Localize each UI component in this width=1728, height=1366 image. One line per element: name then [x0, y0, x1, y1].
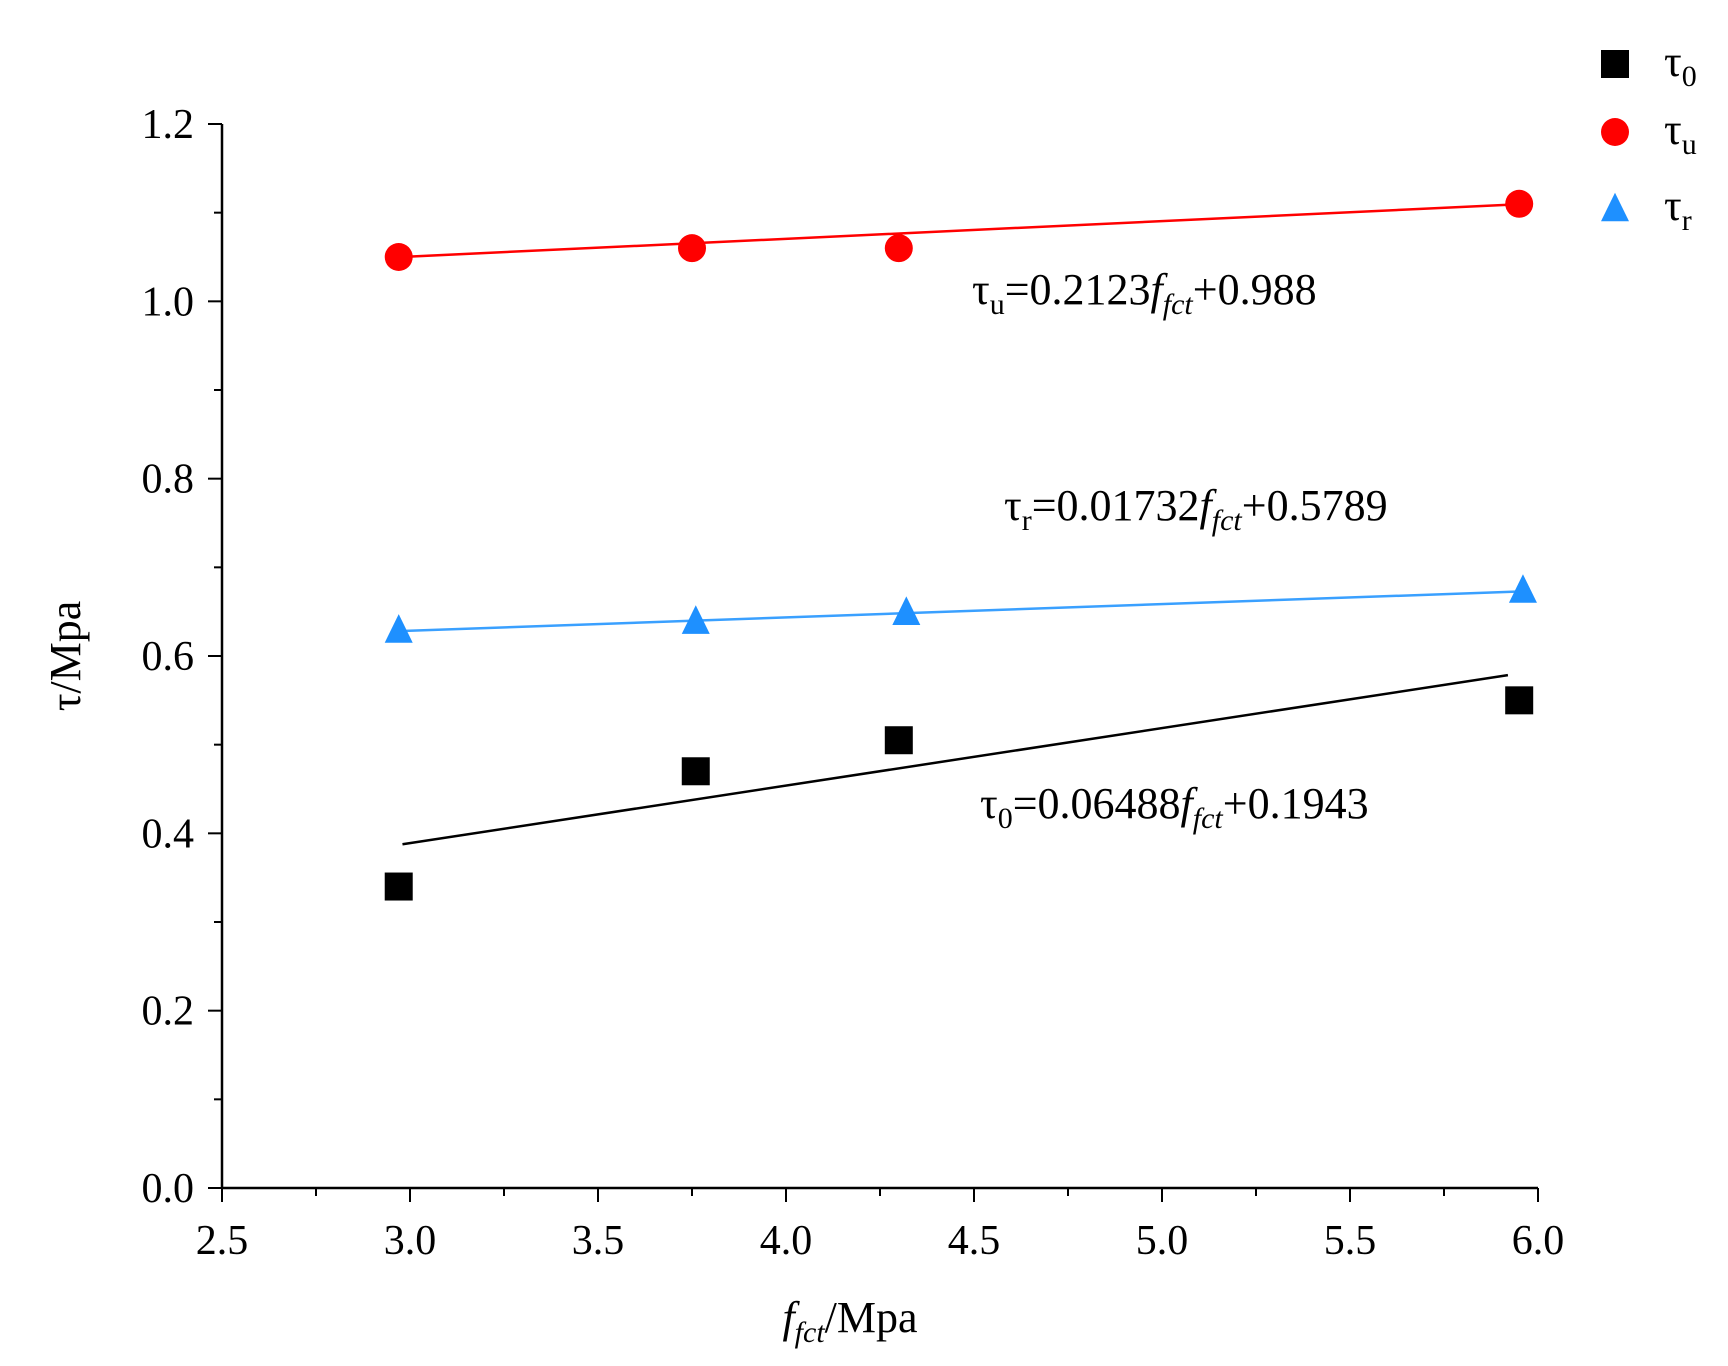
fit-line-r	[398, 590, 1520, 633]
data-point-r	[384, 614, 413, 643]
x-tick-label: 3.0	[384, 1218, 437, 1264]
legend: τ0 τu τr	[1601, 37, 1697, 237]
y-tick-label: 1.2	[142, 102, 195, 148]
y-tick-label: 1.0	[142, 279, 195, 325]
fit-equations: τ0=0.06488ffct+0.1943 τu=0.2123ffct+0.988…	[972, 265, 1388, 835]
x-tick-label: 4.5	[948, 1218, 1001, 1264]
legend-label-r: τr	[1664, 181, 1692, 237]
data-point-u	[884, 234, 913, 263]
legend-label-0: τ0	[1664, 37, 1697, 93]
equation-u: τu=0.2123ffct+0.988	[972, 265, 1317, 321]
axes: 2.5 3.0 3.5 4.0 4.5 5.0 5.5 6.0 0.0 0.2 0.4 0.6 0.8 1…	[41, 102, 1564, 1349]
legend-marker-0	[1601, 50, 1629, 78]
x-tick-label: 3.5	[572, 1218, 625, 1264]
equation-r: τr=0.01732ffct+0.5789	[1004, 481, 1388, 537]
data-point-0	[384, 872, 413, 901]
data-point-0	[884, 726, 913, 755]
data-point-0	[681, 757, 710, 786]
legend-label-u: τu	[1664, 105, 1697, 161]
fit-lines	[398, 202, 1520, 846]
y-tick-label: 0.6	[142, 634, 195, 680]
x-tick-label: 5.0	[1136, 1218, 1189, 1264]
data-points	[384, 189, 1537, 901]
data-point-u	[384, 243, 413, 271]
data-point-r	[681, 605, 710, 634]
data-point-r	[1508, 574, 1537, 603]
fit-line-u	[398, 202, 1520, 259]
legend-marker-u	[1601, 118, 1629, 146]
y-tick-label: 0.2	[142, 989, 195, 1035]
y-tick-label: 0.4	[142, 811, 195, 857]
x-tick-label: 6.0	[1512, 1218, 1565, 1264]
equation-0: τ0=0.06488ffct+0.1943	[980, 779, 1369, 835]
x-tick-label: 2.5	[196, 1218, 249, 1264]
y-tick-label: 0.0	[142, 1166, 195, 1212]
data-point-u	[678, 234, 706, 263]
data-point-0	[1505, 686, 1534, 715]
x-tick-label: 4.0	[760, 1218, 813, 1264]
y-axis-title: τ/Mpa	[41, 601, 90, 712]
data-point-r	[892, 596, 921, 625]
data-point-u	[1505, 189, 1534, 218]
legend-marker-r	[1601, 192, 1629, 222]
x-axis-title: ffct/Mpa	[782, 1293, 917, 1349]
fit-line-0	[402, 673, 1509, 846]
y-tick-label: 0.8	[142, 457, 195, 503]
x-tick-label: 5.5	[1324, 1218, 1377, 1264]
